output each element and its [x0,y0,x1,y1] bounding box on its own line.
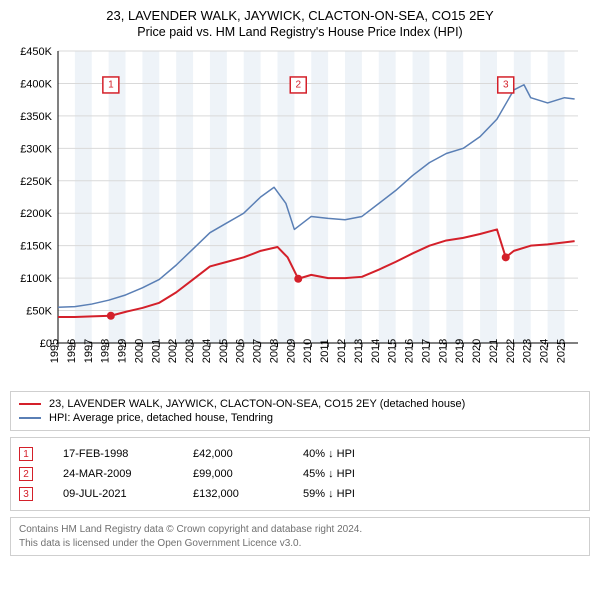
svg-text:2024: 2024 [539,339,551,363]
titles: 23, LAVENDER WALK, JAYWICK, CLACTON-ON-S… [10,8,590,39]
svg-text:£200K: £200K [20,208,52,220]
svg-text:1995: 1995 [49,339,61,363]
svg-text:2001: 2001 [150,339,162,363]
legend-swatch [19,417,41,419]
legend-row: 23, LAVENDER WALK, JAYWICK, CLACTON-ON-S… [19,397,581,411]
svg-text:2000: 2000 [133,339,145,363]
svg-text:£400K: £400K [20,78,52,90]
svg-text:2002: 2002 [167,339,179,363]
svg-text:1999: 1999 [117,339,129,363]
event-price: £42,000 [193,448,273,460]
svg-text:£450K: £450K [20,46,52,58]
event-row: 3 09-JUL-2021 £132,000 59% ↓ HPI [19,484,581,504]
svg-text:2013: 2013 [353,339,365,363]
svg-text:2021: 2021 [488,339,500,363]
svg-text:2008: 2008 [268,339,280,363]
event-price: £132,000 [193,488,273,500]
svg-text:£350K: £350K [20,111,52,123]
svg-text:£250K: £250K [20,176,52,188]
svg-text:2012: 2012 [336,339,348,363]
event-marker: 3 [19,487,33,501]
event-date: 09-JUL-2021 [63,488,163,500]
event-price: £99,000 [193,468,273,480]
title-subtitle: Price paid vs. HM Land Registry's House … [10,25,590,39]
svg-text:2014: 2014 [370,339,382,363]
svg-text:1: 1 [108,79,114,90]
svg-text:2019: 2019 [454,339,466,363]
title-address: 23, LAVENDER WALK, JAYWICK, CLACTON-ON-S… [10,8,590,23]
svg-text:1998: 1998 [100,339,112,363]
footer-attribution: Contains HM Land Registry data © Crown c… [10,517,590,556]
event-diff: 45% ↓ HPI [303,468,581,480]
svg-text:2018: 2018 [437,339,449,363]
events-table: 1 17-FEB-1998 £42,000 40% ↓ HPI 2 24-MAR-2009… [10,437,590,511]
svg-text:1997: 1997 [83,339,95,363]
svg-text:2022: 2022 [505,339,517,363]
event-diff: 59% ↓ HPI [303,488,581,500]
legend-swatch [19,403,41,405]
svg-text:£100K: £100K [20,273,52,285]
event-date: 24-MAR-2009 [63,468,163,480]
svg-text:2025: 2025 [555,339,567,363]
legend: 23, LAVENDER WALK, JAYWICK, CLACTON-ON-S… [10,391,590,431]
event-row: 1 17-FEB-1998 £42,000 40% ↓ HPI [19,444,581,464]
svg-text:2006: 2006 [235,339,247,363]
event-marker: 2 [19,467,33,481]
svg-text:2023: 2023 [522,339,534,363]
svg-text:2017: 2017 [420,339,432,363]
svg-text:2: 2 [295,79,301,90]
svg-text:2003: 2003 [184,339,196,363]
svg-text:2010: 2010 [302,339,314,363]
event-date: 17-FEB-1998 [63,448,163,460]
svg-text:2016: 2016 [404,339,416,363]
legend-label: 23, LAVENDER WALK, JAYWICK, CLACTON-ON-S… [49,398,465,410]
svg-text:2020: 2020 [471,339,483,363]
svg-text:2009: 2009 [285,339,297,363]
svg-text:1996: 1996 [66,339,78,363]
svg-text:2007: 2007 [252,339,264,363]
svg-text:2004: 2004 [201,339,213,363]
svg-text:£300K: £300K [20,143,52,155]
chart-svg: £0£50K£100K£150K£200K£250K£300K£350K£400… [10,45,590,385]
svg-text:£50K: £50K [26,306,52,318]
footer-line2: This data is licensed under the Open Gov… [19,537,581,551]
footer-line1: Contains HM Land Registry data © Crown c… [19,523,581,537]
svg-text:3: 3 [503,79,509,90]
event-marker: 1 [19,447,33,461]
svg-text:2015: 2015 [387,339,399,363]
event-row: 2 24-MAR-2009 £99,000 45% ↓ HPI [19,464,581,484]
chart-container: 23, LAVENDER WALK, JAYWICK, CLACTON-ON-S… [0,0,600,562]
legend-row: HPI: Average price, detached house, Tend… [19,411,581,425]
svg-text:2005: 2005 [218,339,230,363]
event-diff: 40% ↓ HPI [303,448,581,460]
svg-text:£150K: £150K [20,241,52,253]
legend-label: HPI: Average price, detached house, Tend… [49,412,273,424]
chart: £0£50K£100K£150K£200K£250K£300K£350K£400… [10,45,590,385]
